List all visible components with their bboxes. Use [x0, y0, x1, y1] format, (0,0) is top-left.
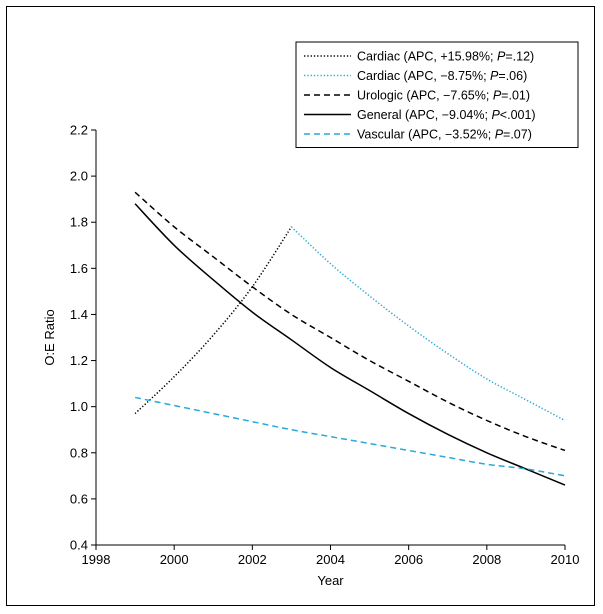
legend-entry-4: General (APC, −9.04%; P<.001) [357, 108, 536, 122]
chart-frame [6, 6, 595, 606]
legend-entry-3: Urologic (APC, −7.65%; P=.01) [357, 89, 530, 103]
y-tick-label: 2.2 [70, 123, 88, 138]
y-tick-label: 2.0 [70, 169, 88, 184]
legend-text-part: =.12) [505, 50, 534, 64]
legend-text-part: Cardiac (APC, −8.75%; [357, 69, 490, 83]
legend-entry-5: Vascular (APC, −3.52%; P=.07) [357, 128, 532, 142]
legend-entry-1: Cardiac (APC, +15.98%; P=.12) [357, 50, 534, 64]
legend-text-part: Vascular (APC, −3.52%; [357, 128, 495, 142]
x-axis-ticks: 1998 2000 2002 2004 2006 2008 2010 [82, 545, 580, 567]
y-tick-label: 0.6 [70, 491, 88, 506]
series-group [134, 191, 566, 486]
y-axis-ticks: 0.4 0.6 0.8 1.0 1.2 1.4 1.6 1.8 2.0 2.2 [70, 123, 96, 553]
x-tick-label: 1998 [82, 552, 111, 567]
legend-p-symbol: P [493, 89, 502, 103]
y-tick-label: 0.8 [70, 445, 88, 460]
legend-p-symbol: P [491, 108, 500, 122]
series-line-1 [134, 226, 293, 415]
legend-p-symbol: P [497, 50, 506, 64]
y-tick-label: 1.4 [70, 307, 88, 322]
legend: Cardiac (APC, +15.98%; P=.12)Cardiac (AP… [295, 41, 579, 148]
x-tick-label: 2006 [394, 552, 423, 567]
legend-entry-2: Cardiac (APC, −8.75%; P=.06) [357, 69, 527, 83]
y-tick-label: 0.4 [70, 538, 88, 553]
legend-p-symbol: P [490, 69, 499, 83]
y-axis-title: O:E Ratio [42, 309, 57, 365]
legend-text-part: =.07) [503, 128, 532, 142]
x-tick-label: 2010 [551, 552, 580, 567]
y-tick-label: 1.6 [70, 261, 88, 276]
legend-text-part: =.01) [501, 89, 530, 103]
legend-text-part: Cardiac (APC, +15.98%; [357, 50, 497, 64]
legend-box [295, 41, 579, 148]
y-tick-label: 1.2 [70, 353, 88, 368]
series-line-3 [134, 191, 566, 452]
legend-text-part: Urologic (APC, −7.65%; [357, 89, 493, 103]
legend-p-symbol: P [495, 128, 504, 142]
x-tick-label: 2002 [238, 552, 267, 567]
x-tick-label: 2004 [316, 552, 345, 567]
legend-text-part: =.06) [498, 69, 527, 83]
x-tick-label: 2000 [160, 552, 189, 567]
x-tick-label: 2008 [472, 552, 501, 567]
y-tick-label: 1.0 [70, 399, 88, 414]
y-tick-label: 1.8 [70, 215, 88, 230]
series-line-5 [134, 396, 566, 477]
series-line-4 [134, 203, 566, 486]
legend-text-part: General (APC, −9.04%; [357, 108, 491, 122]
x-axis-title: Year [317, 573, 344, 588]
legend-text-part: <.001) [500, 108, 536, 122]
